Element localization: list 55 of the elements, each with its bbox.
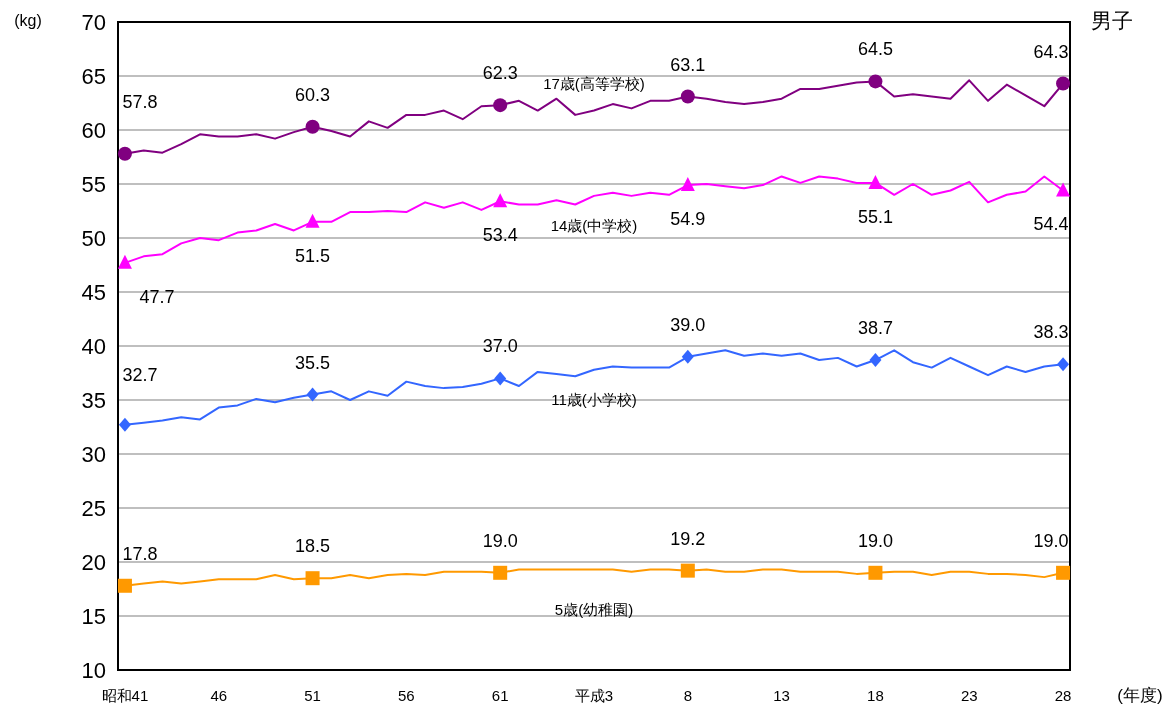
y-tick-label: 10 <box>81 658 106 683</box>
data-label: 54.4 <box>1033 214 1069 235</box>
series-label: 11歳(小学校) <box>551 390 637 408</box>
data-label: 18.5 <box>295 536 331 557</box>
y-tick-label: 70 <box>81 10 106 35</box>
data-label: 19.0 <box>482 530 518 551</box>
data-label: 47.7 <box>139 286 175 307</box>
data-label: 35.5 <box>295 352 331 373</box>
data-label: 19.0 <box>857 530 893 551</box>
data-label: 39.0 <box>670 314 706 335</box>
data-label: 62.3 <box>482 63 518 84</box>
y-tick-label: 50 <box>81 226 106 251</box>
y-tick-label: 40 <box>81 334 106 359</box>
y-tick-label: 35 <box>81 388 106 413</box>
data-label: 60.3 <box>295 84 331 105</box>
x-tick-label: 28 <box>1054 687 1072 704</box>
y-tick-label: 65 <box>81 64 106 89</box>
x-tick-label: 13 <box>773 687 790 704</box>
data-label: 64.5 <box>857 39 893 60</box>
x-tick-label: 56 <box>398 687 415 704</box>
y-axis-title: (kg) <box>14 12 42 29</box>
y-tick-label: 15 <box>81 604 106 629</box>
series-label: 14歳(中学校) <box>550 216 638 234</box>
text: 男子 <box>1091 9 1133 32</box>
data-label: 19.2 <box>670 528 706 549</box>
series-label: 5歳(幼稚園) <box>554 600 634 618</box>
data-label: 51.5 <box>295 245 331 266</box>
y-tick-label: 20 <box>81 550 106 575</box>
x-tick-label: 61 <box>491 687 509 704</box>
x-tick-label: 8 <box>683 687 692 704</box>
x-tick-label: 18 <box>867 687 884 704</box>
x-tick-label: 51 <box>304 687 321 704</box>
data-label: 57.8 <box>122 91 158 112</box>
data-label: 38.7 <box>857 318 893 339</box>
data-label: 63.1 <box>670 54 706 75</box>
data-label: 38.3 <box>1033 322 1069 343</box>
y-tick-label: 25 <box>81 496 106 521</box>
data-label: 17.8 <box>122 543 158 564</box>
y-tick-label: 45 <box>81 280 106 305</box>
x-tick-label: 23 <box>960 687 978 704</box>
y-tick-label: 60 <box>81 118 106 143</box>
data-label: 37.0 <box>482 336 518 357</box>
y-tick-label: 55 <box>81 172 106 197</box>
data-label: 53.4 <box>482 225 518 246</box>
data-label: 55.1 <box>857 206 893 227</box>
x-axis-title: (年度) <box>1117 686 1163 705</box>
series-label: 17歳(高等学校) <box>543 74 645 92</box>
data-label: 64.3 <box>1033 41 1069 62</box>
x-tick-label: 46 <box>210 687 228 704</box>
data-label: 32.7 <box>122 364 158 385</box>
y-tick-label: 30 <box>81 442 106 467</box>
x-tick-label: 平成3 <box>574 687 614 704</box>
x-tick-label: 昭和41 <box>101 687 149 704</box>
data-label: 19.0 <box>1033 530 1069 551</box>
data-label: 54.9 <box>670 209 706 230</box>
